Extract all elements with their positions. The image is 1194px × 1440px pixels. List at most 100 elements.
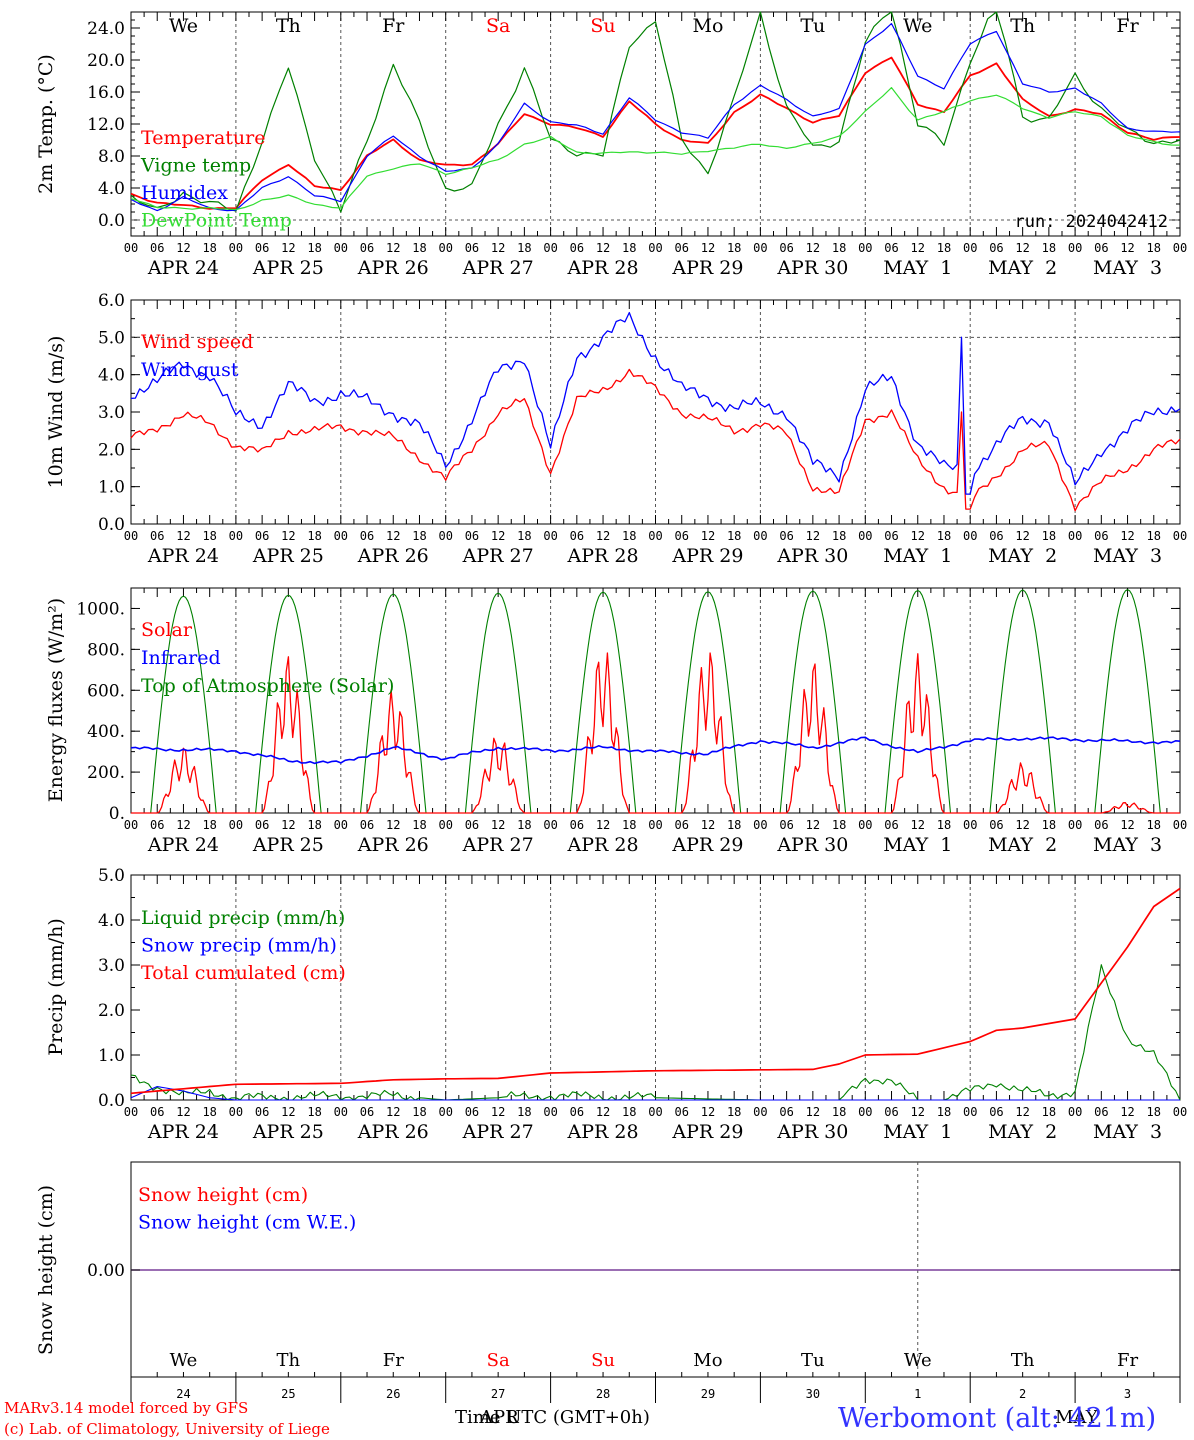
hour-tick-label: 00 (1173, 818, 1187, 832)
series-line-liquid-precip (130, 964, 1181, 1101)
y-tick-label: 600. (87, 681, 125, 701)
hour-tick-label: 12 (176, 241, 190, 255)
hour-tick-label: 06 (884, 241, 898, 255)
hour-tick-label: 12 (806, 1105, 820, 1119)
y-tick-label: 8.0 (98, 147, 125, 167)
hour-tick-label: 06 (360, 529, 374, 543)
day-number-label: 24 (176, 1387, 190, 1401)
date-label: APR 30 (776, 545, 848, 567)
y-tick-label: 1.0 (98, 478, 125, 498)
date-label: APR 24 (147, 834, 219, 856)
date-label: APR 27 (462, 1121, 534, 1143)
hour-tick-label: 00 (858, 1105, 872, 1119)
hour-tick-label: 00 (1068, 1105, 1082, 1119)
weekday-label: Fr (382, 15, 405, 37)
date-label: MAY 2 (988, 1121, 1057, 1143)
date-label: APR 27 (462, 257, 534, 279)
hour-tick-label: 12 (281, 241, 295, 255)
hour-tick-label: 12 (596, 1105, 610, 1119)
hour-tick-label: 00 (648, 1105, 662, 1119)
weekday-label: Mo (692, 15, 723, 37)
day-number-label: 25 (281, 1387, 295, 1401)
temperature-panel: 00 06 12 18 00 06 12 18 00 06 12 18 00 06 12 18 00 06 12 18… (35, 11, 1187, 279)
hour-tick-label: 12 (1015, 1105, 1029, 1119)
y-tick-label: 1.0 (98, 1046, 125, 1066)
hour-tick-label: 06 (570, 818, 584, 832)
hour-tick-label: 18 (727, 1105, 741, 1119)
hour-tick-label: 06 (570, 529, 584, 543)
hour-tick-label: 06 (255, 818, 269, 832)
date-label: MAY 3 (1093, 545, 1162, 567)
hour-tick-label: 12 (596, 529, 610, 543)
weekday-label: Su (591, 1350, 615, 1371)
hour-tick-label: 18 (937, 529, 951, 543)
hour-tick-label: 12 (701, 241, 715, 255)
hour-tick-label: 00 (438, 529, 452, 543)
hour-tick-label: 12 (491, 241, 505, 255)
hour-tick-label: 06 (779, 1105, 793, 1119)
y-tick-label: 2.0 (98, 440, 125, 460)
day-number-label: 30 (806, 1387, 820, 1401)
snow-height-panel: 0.00 Snow height (cm) Snow height (cm) Snow… (35, 1161, 1181, 1403)
day-number-label: 3 (1124, 1387, 1131, 1401)
hour-tick-label: 06 (674, 529, 688, 543)
hour-tick-label: 00 (229, 818, 243, 832)
date-label: APR 30 (776, 834, 848, 856)
weekday-label: Tu (801, 1350, 825, 1371)
hour-tick-label: 06 (989, 818, 1003, 832)
hour-tick-label: 12 (176, 529, 190, 543)
y-tick-label: 12.0 (87, 115, 125, 135)
hour-tick-label: 00 (753, 818, 767, 832)
hour-tick-label: 00 (438, 818, 452, 832)
hour-tick-label: 18 (202, 818, 216, 832)
series-line-total-cumulated (130, 887, 1181, 1095)
hour-tick-label: 00 (1173, 529, 1187, 543)
weekday-label: Sa (486, 15, 510, 37)
hour-tick-label: 00 (334, 1105, 348, 1119)
hour-tick-label: 18 (937, 1105, 951, 1119)
hour-tick-label: 18 (1042, 241, 1056, 255)
hour-tick-label: 00 (124, 241, 138, 255)
hour-tick-label: 18 (1042, 818, 1056, 832)
hour-tick-label: 18 (622, 1105, 636, 1119)
month-label-may: MAY (1055, 1407, 1099, 1428)
hour-tick-label: 18 (622, 818, 636, 832)
hour-tick-label: 06 (674, 1105, 688, 1119)
hour-tick-label: 12 (596, 818, 610, 832)
hour-tick-label: 00 (124, 529, 138, 543)
y-tick-label: 0.0 (98, 1091, 125, 1111)
date-label: APR 26 (357, 257, 429, 279)
y-tick-label: 0.00 (87, 1261, 125, 1281)
series-line-humidex (130, 23, 1181, 212)
y-tick-label: 3.0 (98, 403, 125, 423)
date-label: APR 26 (357, 1121, 429, 1143)
weekday-label: Th (1011, 1350, 1035, 1371)
hour-tick-label: 18 (1042, 1105, 1056, 1119)
hour-tick-label: 00 (438, 1105, 452, 1119)
date-label: APR 25 (252, 545, 324, 567)
hour-tick-label: 18 (1147, 241, 1161, 255)
hour-tick-label: 12 (1120, 1105, 1134, 1119)
date-label: MAY 1 (883, 545, 952, 567)
weekday-label: Fr (383, 1350, 404, 1371)
hour-tick-label: 06 (360, 1105, 374, 1119)
hour-tick-label: 06 (779, 241, 793, 255)
hour-tick-label: 06 (884, 818, 898, 832)
date-label: APR 26 (357, 834, 429, 856)
date-label: MAY 3 (1093, 834, 1162, 856)
weekday-label: Th (277, 1350, 301, 1371)
date-label: MAY 3 (1093, 257, 1162, 279)
legend-entry: Liquid precip (mm/h) (141, 907, 345, 929)
hour-tick-label: 06 (989, 1105, 1003, 1119)
hour-tick-label: 06 (150, 1105, 164, 1119)
y-tick-label: 6.0 (98, 291, 125, 311)
energy-flux-panel: 00 06 12 18 00 06 12 18 00 06 12 18 00 06 12 18 00 06 12 18… (45, 587, 1187, 856)
legend-entry: Humidex (141, 182, 228, 204)
hour-tick-label: 18 (1042, 529, 1056, 543)
hour-tick-label: 18 (832, 529, 846, 543)
y-tick-label: 1000. (76, 599, 125, 619)
hour-tick-label: 00 (229, 529, 243, 543)
hour-tick-label: 12 (911, 818, 925, 832)
y-tick-label: 24.0 (87, 19, 125, 39)
hour-tick-label: 00 (229, 1105, 243, 1119)
